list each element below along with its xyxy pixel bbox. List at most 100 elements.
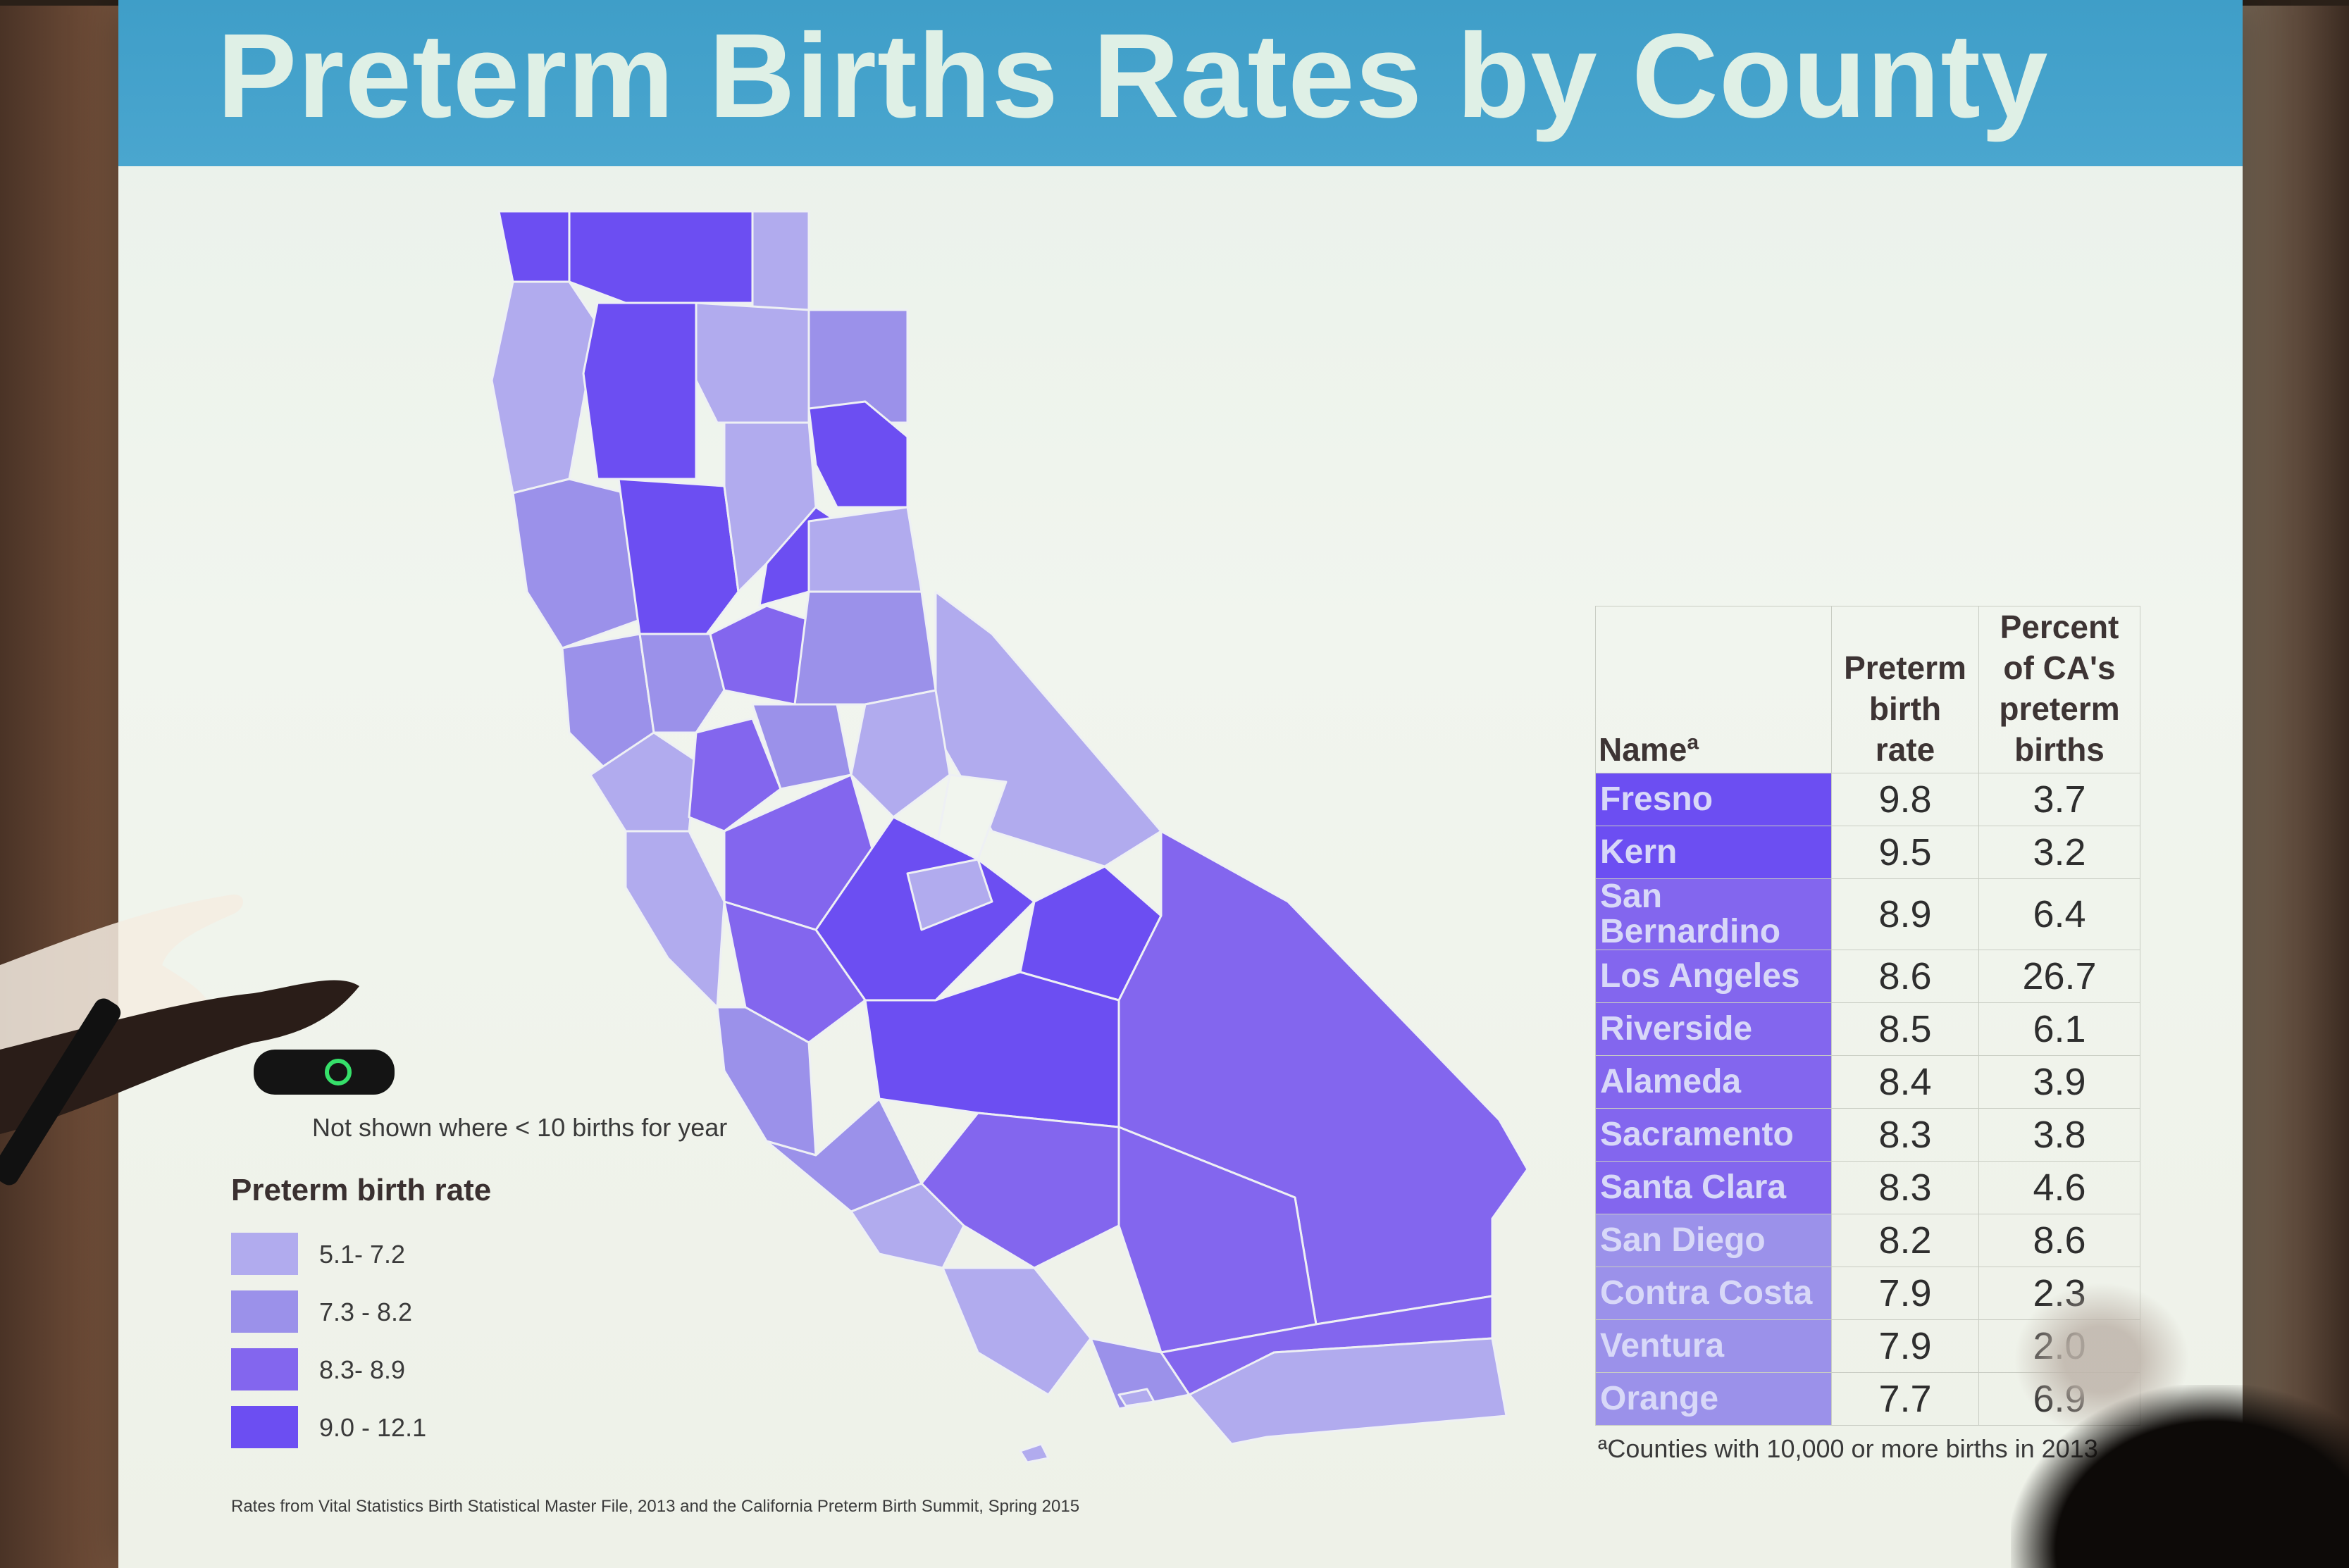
map-county-region	[941, 1267, 1092, 1396]
header-line: Percent	[2000, 609, 2119, 645]
projected-slide: Preterm Births Rates by County	[118, 0, 2243, 1568]
map-island	[1019, 1443, 1050, 1464]
map-county-region	[765, 1097, 923, 1213]
county-name: Alameda	[1595, 1055, 1832, 1109]
county-name: Sacramento	[1595, 1108, 1832, 1162]
preterm-rate-cell: 8.3	[1831, 1108, 1979, 1162]
county-name: Contra Costa	[1595, 1267, 1832, 1320]
map-county-region	[807, 309, 909, 424]
legend-title: Preterm birth rate	[231, 1173, 492, 1207]
source-note: Rates from Vital Statistics Birth Statis…	[231, 1497, 1080, 1516]
table-row: San Bernardino 8.9 6.4	[1595, 878, 2140, 950]
percent-births-cell: 3.7	[1978, 773, 2140, 826]
header-name: Nameª	[1595, 606, 1832, 773]
county-name: Riverside	[1595, 1002, 1832, 1056]
map-county-region	[695, 301, 810, 424]
map-county-region	[638, 633, 726, 734]
presenter-arm	[0, 894, 395, 1186]
legend-label: 8.3- 8.9	[319, 1355, 406, 1384]
table-row: Riverside 8.5 6.1	[1595, 1002, 2140, 1056]
legend-item: 9.0 - 12.1	[231, 1406, 583, 1448]
map-county-region	[850, 689, 951, 819]
preterm-rate-cell: 8.4	[1831, 1055, 1979, 1109]
preterm-rate-cell: 8.9	[1831, 878, 1979, 950]
map-island	[1117, 1388, 1155, 1407]
map-caption: Not shown where < 10 births for year	[312, 1113, 728, 1142]
table-row: Sacramento 8.3 3.8	[1595, 1108, 2140, 1162]
percent-births-cell: 6.4	[1978, 878, 2140, 950]
preterm-rate-cell: 7.9	[1831, 1267, 1979, 1320]
legend-item: 8.3- 8.9	[231, 1348, 583, 1390]
county-name: Orange	[1595, 1372, 1832, 1426]
county-name: San Bernardino	[1595, 878, 1832, 950]
map-county-region	[793, 590, 937, 706]
legend-swatch	[231, 1406, 298, 1448]
table-row: Fresno 9.8 3.7	[1595, 773, 2140, 826]
preterm-rate-cell: 8.6	[1831, 950, 1979, 1003]
legend-label: 9.0 - 12.1	[319, 1413, 427, 1442]
table-row: Santa Clara 8.3 4.6	[1595, 1161, 2140, 1214]
map-county-region	[617, 478, 740, 649]
county-name: Santa Clara	[1595, 1161, 1832, 1214]
preterm-rate-cell: 7.7	[1831, 1372, 1979, 1426]
preterm-rate-cell: 8.5	[1831, 1002, 1979, 1056]
percent-births-cell: 26.7	[1978, 950, 2140, 1003]
county-name: Kern	[1595, 826, 1832, 879]
clicker-device	[254, 1050, 395, 1095]
percent-births-cell: 4.6	[1978, 1161, 2140, 1214]
preterm-rate-cell: 8.2	[1831, 1214, 1979, 1267]
map-county-region	[497, 210, 571, 283]
map-county-region	[490, 280, 599, 494]
legend-swatch	[231, 1290, 298, 1333]
preterm-rate-cell: 8.3	[1831, 1161, 1979, 1214]
california-county-map	[490, 210, 1529, 1464]
map-county-region	[568, 210, 754, 304]
percent-births-cell: 8.6	[1978, 1214, 2140, 1267]
preterm-rate-cell: 9.8	[1831, 773, 1979, 826]
room-wall-left	[0, 0, 123, 1568]
header-rate: Preterm birth rate	[1831, 606, 1979, 773]
slide-title: Preterm Births Rates by County	[217, 9, 2049, 143]
county-name: Ventura	[1595, 1319, 1832, 1373]
header-line: Preterm	[1844, 649, 1966, 686]
table-row: Los Angeles 8.6 26.7	[1595, 950, 2140, 1003]
legend-label: 5.1- 7.2	[319, 1240, 406, 1269]
county-name: San Diego	[1595, 1214, 1832, 1267]
map-county-region	[709, 604, 810, 706]
title-bar: Preterm Births Rates by County	[118, 0, 2243, 166]
header-line: birth	[1868, 690, 1942, 727]
percent-births-cell: 3.9	[1978, 1055, 2140, 1109]
percent-births-cell: 3.8	[1978, 1108, 2140, 1162]
table-row: Kern 9.5 3.2	[1595, 826, 2140, 879]
microphone	[0, 998, 121, 1186]
map-county-region	[1188, 1337, 1508, 1445]
legend-swatch	[231, 1233, 298, 1275]
legend-swatch	[231, 1348, 298, 1390]
legend-item: 5.1- 7.2	[231, 1233, 583, 1275]
header-line: of CA's	[2003, 649, 2116, 686]
map-county-region	[723, 900, 867, 1044]
audience-head-silhouette	[2011, 1385, 2349, 1568]
map-county-region	[624, 830, 726, 1009]
percent-births-cell: 6.1	[1978, 1002, 2140, 1056]
table-header-row: Nameª Preterm birth rate Percent of CA's…	[1595, 606, 2140, 773]
table-row: Alameda 8.4 3.9	[1595, 1055, 2140, 1109]
map-county-region	[688, 717, 782, 833]
header-percent: Percent of CA's preterm births	[1978, 606, 2140, 773]
map-county-region	[582, 301, 698, 480]
room-wall-right	[2236, 0, 2349, 1568]
legend-item: 7.3 - 8.2	[231, 1290, 583, 1333]
percent-births-cell: 3.2	[1978, 826, 2140, 879]
preterm-rate-cell: 7.9	[1831, 1319, 1979, 1373]
clicker-led-icon	[325, 1059, 352, 1085]
table-row: San Diego 8.2 8.6	[1595, 1214, 2140, 1267]
county-name: Fresno	[1595, 773, 1832, 826]
header-line: rate	[1875, 731, 1935, 768]
legend-label: 7.3 - 8.2	[319, 1298, 413, 1326]
header-line: preterm	[1999, 690, 2120, 727]
preterm-rate-cell: 9.5	[1831, 826, 1979, 879]
header-line: births	[2014, 731, 2105, 768]
map-county-region	[906, 858, 993, 931]
county-name: Los Angeles	[1595, 950, 1832, 1003]
map-county-region	[512, 478, 641, 649]
